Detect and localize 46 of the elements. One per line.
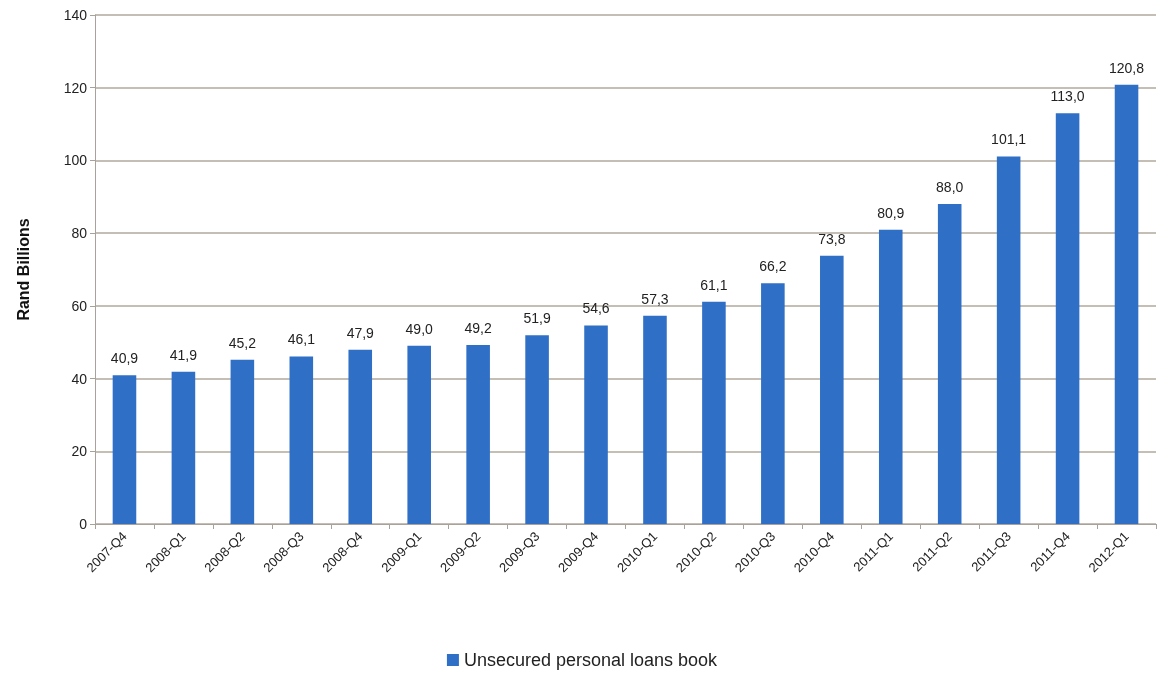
bar [112, 375, 137, 524]
data-label: 46,1 [287, 331, 316, 348]
data-label: 88,0 [936, 179, 964, 196]
legend-label: Unsecured personal loans book [463, 650, 719, 670]
bar [584, 325, 608, 524]
bar [525, 335, 549, 524]
bar [348, 349, 373, 524]
y-tick-label: 120 [63, 79, 88, 96]
y-axis-title: Rand Billions [14, 218, 32, 321]
bar [761, 283, 785, 524]
data-label: 66,2 [759, 258, 787, 275]
data-label: 120,8 [1109, 59, 1145, 76]
data-label: 101,1 [991, 131, 1027, 148]
bar [643, 315, 667, 524]
data-label: 54,6 [582, 300, 610, 317]
bar [289, 356, 314, 524]
data-label: 49,0 [405, 320, 434, 337]
y-tick-label: 140 [63, 7, 88, 23]
bar [407, 345, 431, 524]
bar [466, 345, 490, 524]
data-label: 113,0 [1050, 88, 1085, 105]
data-label: 41,9 [169, 346, 198, 363]
bar [878, 229, 903, 524]
y-tick-label: 100 [63, 152, 88, 169]
bar [230, 359, 255, 524]
bar [171, 371, 196, 524]
bar [937, 204, 962, 524]
y-tick-label: 0 [79, 516, 88, 532]
bar [996, 156, 1021, 524]
data-label: 40,9 [110, 350, 139, 367]
data-label: 51,9 [523, 310, 551, 327]
bar [1055, 113, 1080, 524]
data-label: 47,9 [346, 324, 375, 341]
data-label: 49,2 [464, 320, 492, 337]
data-label: 45,2 [228, 334, 257, 351]
bar [1114, 84, 1139, 524]
data-label: 61,1 [700, 276, 728, 293]
y-tick-label: 40 [71, 370, 88, 387]
data-label: 73,8 [818, 230, 846, 247]
y-tick-label: 60 [71, 297, 88, 314]
y-tick-label: 80 [71, 225, 88, 242]
data-label: 80,9 [877, 204, 905, 221]
bar [702, 301, 726, 524]
bar [820, 255, 844, 524]
data-label: 57,3 [641, 290, 669, 307]
y-tick-label: 20 [71, 443, 88, 460]
